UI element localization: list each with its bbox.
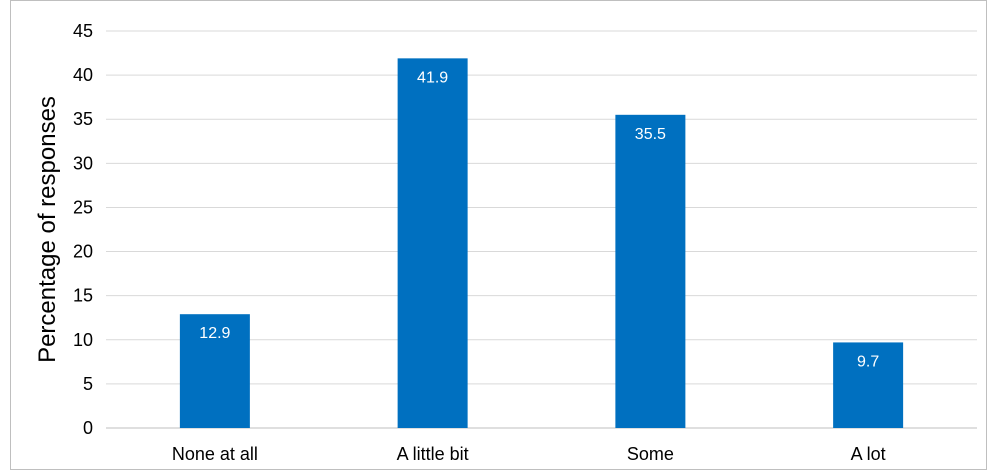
y-tick-label: 15 [73,286,93,306]
bar [833,342,904,428]
x-tick-label: None at all [172,444,258,464]
data-labels: 12.9 41.9 35.5 9.7 [199,69,879,370]
data-label: 41.9 [417,69,448,86]
y-tick-label: 40 [73,65,93,85]
y-tick-label: 0 [83,418,93,438]
y-axis-title: Percentage of responses [34,96,61,363]
x-axis-ticks: None at all A little bit Some A lot [172,444,886,464]
bar [615,114,686,429]
bar [179,314,250,428]
chart-frame [10,0,987,470]
y-tick-label: 10 [73,330,93,350]
y-tick-label: 45 [73,21,93,41]
y-axis-ticks: 0 5 10 15 20 25 30 35 40 45 [73,21,93,438]
x-tick-label: A lot [851,444,886,464]
data-label: 35.5 [635,126,666,143]
y-tick-label: 20 [73,242,93,262]
bars [179,58,904,429]
gridlines [106,30,977,429]
bar [397,58,468,429]
y-tick-label: 5 [83,374,93,394]
x-tick-label: Some [627,444,674,464]
y-tick-label: 30 [73,153,93,173]
y-tick-label: 35 [73,109,93,129]
data-label: 9.7 [857,353,879,370]
y-tick-label: 25 [73,197,93,217]
data-label: 12.9 [199,325,230,342]
x-tick-label: A little bit [397,444,469,464]
